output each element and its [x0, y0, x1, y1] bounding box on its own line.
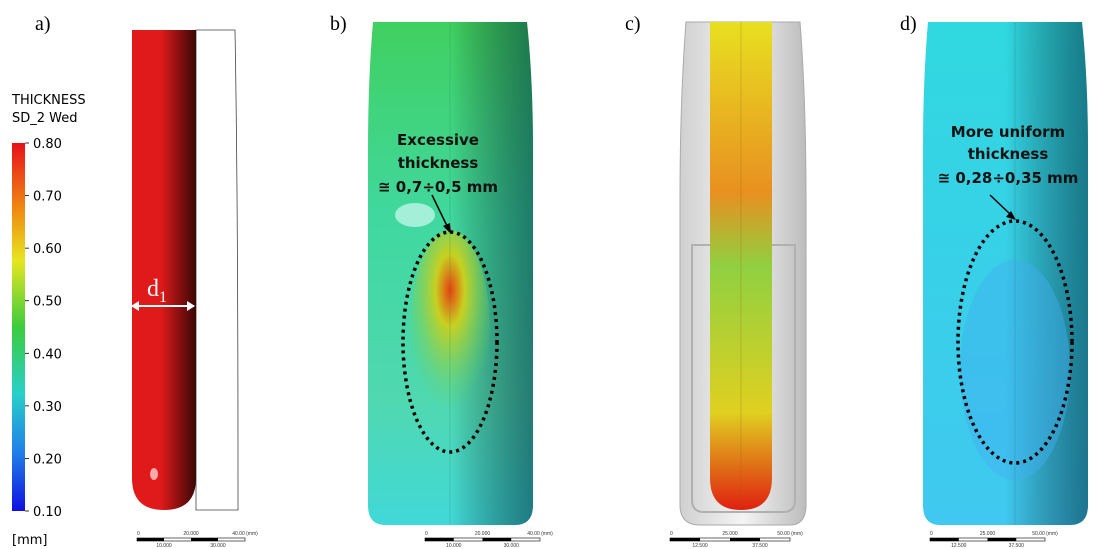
scale-segment	[670, 538, 700, 541]
tick-label: 0.80	[33, 137, 62, 152]
panel-label: a)	[35, 13, 51, 35]
tick-label: 0.30	[33, 400, 62, 415]
scale-label: 30.000	[504, 543, 520, 549]
scale-label: 37.500	[1009, 543, 1025, 549]
tick-label: 0.10	[33, 505, 62, 520]
annotation-line: thickness	[968, 145, 1049, 163]
scale-label: 10.000	[156, 543, 172, 549]
preform-outline	[196, 30, 238, 510]
scale-label: 40.00 (mm)	[232, 531, 258, 537]
scale-segment	[191, 538, 218, 541]
figure: a) b) c) d) THICKNESS SD_2 Wed 0.80 0.70 0…	[0, 0, 1097, 549]
panel-label: d)	[900, 13, 917, 35]
scale-segment	[483, 538, 512, 541]
legend-unit: [mm]	[12, 533, 47, 548]
scale-segment	[425, 538, 454, 541]
scale-label: 0	[425, 531, 428, 537]
color-bar	[12, 143, 25, 511]
annotation-line: More uniform	[951, 123, 1065, 141]
tick-label: 0.20	[33, 452, 62, 467]
scale-label: 10.000	[446, 543, 462, 549]
panel-label: c)	[625, 13, 641, 35]
legend-title: THICKNESS	[11, 93, 86, 108]
highlight	[395, 203, 435, 227]
scale-label: 50.00 (mm)	[777, 531, 803, 537]
tick-label: 0.50	[33, 295, 62, 310]
scale-segment	[988, 538, 1017, 541]
tick-label: 0.60	[33, 242, 62, 257]
scale-label: 0	[670, 531, 673, 537]
scale-segment	[930, 538, 959, 541]
scale-label: 12.500	[692, 543, 708, 549]
tick-label: 0.70	[33, 190, 62, 205]
scale-label: 50.00 (mm)	[1032, 531, 1058, 537]
scale-label: 25.000	[722, 531, 738, 537]
scale-label: 0	[930, 531, 933, 537]
subscript: 1	[159, 289, 167, 306]
scale-label: 12.500	[951, 543, 967, 549]
scale-label: 25.000	[980, 531, 996, 537]
preform	[132, 30, 196, 510]
highlight	[150, 468, 158, 480]
scale-label: 20.000	[183, 531, 199, 537]
tick-label: 0.40	[33, 347, 62, 362]
annotation-line: ≅ 0,28÷0,35 mm	[938, 169, 1079, 187]
scale-segment	[730, 538, 760, 541]
scale-label: 37.500	[752, 543, 768, 549]
annotation-line: ≅ 0,7÷0,5 mm	[378, 178, 498, 196]
annotation-line: thickness	[398, 154, 479, 172]
symbol: d	[147, 276, 159, 302]
scale-label: 40.00 (mm)	[527, 531, 553, 537]
scale-label: 30.000	[210, 543, 226, 549]
panel-label: b)	[330, 13, 347, 35]
scale-segment	[137, 538, 164, 541]
annotation-line: Excessive	[397, 131, 479, 149]
scale-label: 20.000	[475, 531, 491, 537]
scale-label: 0	[137, 531, 140, 537]
legend-subtitle: SD_2 Wed	[12, 111, 78, 126]
